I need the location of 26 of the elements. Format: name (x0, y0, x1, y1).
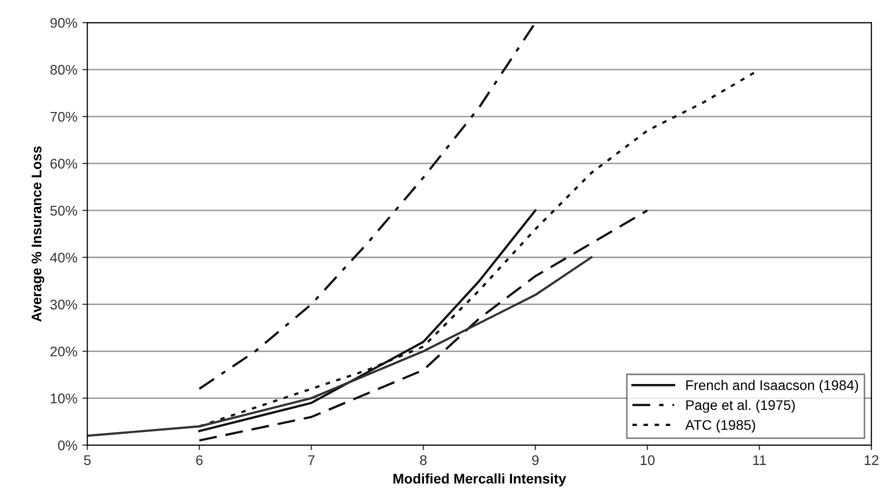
legend-label: Page et al. (1975) (686, 400, 795, 413)
x-tick-label: 6 (196, 455, 203, 466)
y-axis-title: Average % Insurance Loss (32, 146, 44, 322)
y-tick-label: 20% (50, 346, 78, 356)
x-tick-label: 7 (308, 455, 315, 465)
y-tick-label: 80% (50, 64, 78, 75)
y-tick-label: 40% (50, 252, 78, 263)
x-tick-label: 9 (532, 455, 539, 466)
y-tick-label: 60% (50, 158, 78, 169)
y-tick-label: 30% (50, 300, 78, 310)
line-series (87, 256, 592, 437)
line-series (198, 209, 648, 442)
legend-label: ATC (1985) (685, 420, 756, 433)
x-tick-label: 10 (640, 455, 655, 466)
x-axis-title: Modified Mercalli Intensity (393, 473, 566, 486)
x-tick-label: 8 (420, 455, 427, 466)
x-tick-label: 12 (864, 455, 878, 465)
y-tick-label: 50% (50, 206, 78, 216)
legend-label: French and Isaacson (1984) (686, 380, 858, 393)
y-tick-label: 90% (50, 18, 78, 28)
y-tick-label: 10% (50, 394, 78, 404)
x-tick-label: 5 (84, 455, 91, 466)
y-tick-label: 70% (50, 112, 78, 122)
y-tick-label: 0% (58, 440, 78, 450)
x-tick-label: 11 (753, 455, 766, 465)
line-series (198, 22, 536, 390)
